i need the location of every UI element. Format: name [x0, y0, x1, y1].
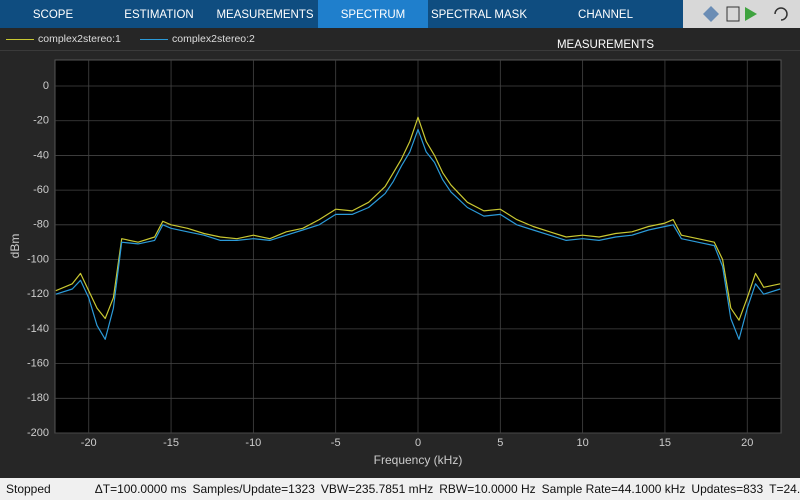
- y-tick-label: -80: [33, 219, 49, 231]
- icon-step[interactable]: [726, 6, 740, 22]
- y-tick-label: -140: [27, 323, 49, 335]
- x-tick-label: 15: [659, 437, 671, 449]
- icon-run[interactable]: [745, 7, 757, 21]
- status-item: Samples/Update=1323: [192, 482, 315, 496]
- legend-swatch: [140, 38, 168, 40]
- icon-settings[interactable]: [774, 7, 788, 21]
- icon-back[interactable]: [703, 6, 719, 22]
- status-item: Sample Rate=44.1000 kHz: [541, 482, 686, 496]
- y-tick-label: -200: [27, 427, 49, 439]
- y-tick-label: -100: [27, 253, 49, 265]
- legend-label: complex2stereo:1: [38, 33, 121, 45]
- status-bar: Stopped ΔT=100.0000 ms Samples/Update=1323…: [0, 478, 800, 500]
- tab[interactable]: SPECTRAL MASK: [430, 9, 528, 21]
- toolbar: SCOPE ESTIMATION MEASUREMENTS SPECTRUM SPECT…: [0, 0, 800, 51]
- icons: [683, 0, 800, 28]
- y-tick-label: -20: [33, 115, 49, 127]
- y-tick-label: -120: [27, 288, 49, 300]
- y-tick-label: -40: [33, 149, 49, 161]
- status-item: Updates=833: [691, 482, 764, 496]
- x-tick-label: 0: [415, 437, 421, 449]
- x-tick-label: 10: [577, 437, 589, 449]
- legend: complex2stereo:1 complex2stereo:2: [0, 28, 800, 51]
- tab[interactable]: SPECTRUM: [318, 0, 428, 28]
- x-tick-label: -10: [245, 437, 261, 449]
- status-item: VBW=235.7851 mHz: [320, 482, 434, 496]
- status-item: T=24.98: [769, 482, 800, 496]
- status-item: ΔT=100.0000 ms: [94, 482, 187, 496]
- x-tick-label: 5: [497, 437, 503, 449]
- y-tick-label: -180: [27, 392, 49, 404]
- toolbar-icons: [683, 0, 800, 28]
- tab[interactable]: SCOPE: [32, 9, 74, 21]
- status-item: RBW=10.0000 Hz: [439, 482, 536, 496]
- y-axis-label: dBm: [8, 234, 22, 259]
- tab[interactable]: ESTIMATION: [124, 9, 194, 21]
- tab[interactable]: CHANNEL MEASUREMENTS: [556, 9, 655, 51]
- tab[interactable]: MEASUREMENTS: [216, 9, 314, 21]
- x-tick-label: -20: [81, 437, 97, 449]
- x-axis-label: Frequency (kHz): [374, 453, 463, 467]
- y-tick-label: -60: [33, 184, 49, 196]
- chart: Frequency (kHz) dBm 0-20-40-60-80-100-12…: [8, 59, 782, 467]
- x-tick-label: -5: [331, 437, 341, 449]
- y-tick-label: -160: [27, 358, 49, 370]
- x-tick-label: -15: [163, 437, 179, 449]
- legend-entry[interactable]: complex2stereo:1: [6, 33, 121, 45]
- icon-bg: [683, 0, 800, 28]
- legend-swatch: [6, 38, 34, 40]
- y-tick-label: 0: [43, 80, 49, 92]
- x-tick-label: 20: [741, 437, 753, 449]
- legend-entry[interactable]: complex2stereo:2: [140, 33, 255, 45]
- legend-label: complex2stereo:2: [172, 33, 255, 45]
- series-line: [55, 128, 781, 340]
- status-state: Stopped: [6, 482, 51, 496]
- series-line: [55, 116, 781, 321]
